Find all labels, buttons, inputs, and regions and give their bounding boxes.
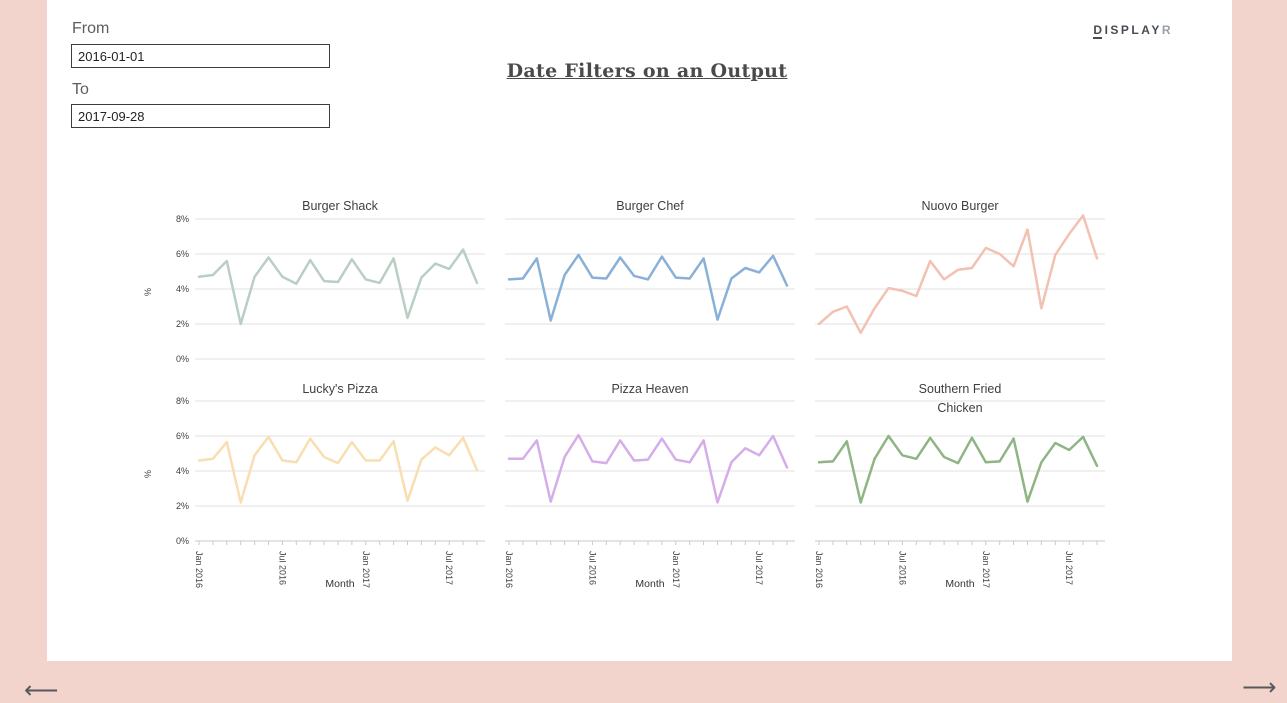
chart-title: Southern Fried Chicken — [815, 380, 1105, 418]
line-chart-plot: Jan 2016 Jul 2016 Jan 2017 Jul 2017 Month — [194, 400, 485, 590]
y-axis-tick-label: 6% — [175, 249, 189, 259]
x-axis-tick-label: Jan 2017 — [361, 551, 371, 588]
y-axis-tick-label: 6% — [175, 431, 189, 441]
y-axis-tick-label: 2% — [175, 501, 189, 511]
next-page-arrow[interactable]: ⟶ — [1242, 674, 1277, 701]
y-axis-tick-label: 4% — [175, 466, 189, 476]
displayr-logo: DISPLAYR — [1093, 23, 1173, 37]
chart-title-text: Lucky's Pizza — [302, 382, 378, 396]
line-chart-plot — [815, 214, 1105, 360]
chart-title: Burger Chef — [505, 197, 795, 216]
chart-title-text: Pizza Heaven — [611, 382, 689, 396]
x-axis-title: Month — [945, 578, 974, 590]
y-axis-tick-label: 8% — [175, 214, 189, 224]
line-chart-plot: Jan 2016 Jul 2016 Jan 2017 Jul 2017 Month — [814, 400, 1105, 590]
chart-title-text: Nuovo Burger — [921, 199, 999, 213]
chart-title: Burger Shack — [195, 197, 485, 216]
y-axis-tick-label: 2% — [175, 319, 189, 329]
to-date-input[interactable] — [71, 104, 330, 128]
logo-rest: ISPLAY — [1104, 23, 1162, 37]
chart-pizza-heaven[interactable]: Pizza Heaven Jan 2016 Jul 2016 Jan 2017 Jul … — [504, 380, 795, 607]
x-axis-tick-label: Jul 2016 — [587, 551, 597, 585]
page-title: Date Filters on an Output — [506, 60, 788, 82]
to-label: To — [72, 81, 89, 98]
chart-burger-shack[interactable]: Burger Shack — [195, 197, 485, 371]
chart-luckys-pizza[interactable]: Lucky's Pizza Jan 2016 Jul 2016 Jan 2017 Jul… — [194, 380, 485, 607]
x-axis-tick-label: Jan 2016 — [194, 551, 204, 588]
chart-title: Pizza Heaven — [505, 380, 795, 399]
chart-southern-fried-chicken[interactable]: Southern Fried Chicken Jan 2016 Jul 2016 Ja… — [814, 380, 1105, 607]
x-axis-tick-label: Jan 2016 — [504, 551, 514, 588]
y-axis-title: % — [143, 287, 153, 296]
x-axis-tick-label: Jul 2016 — [897, 551, 907, 585]
from-date-input[interactable] — [71, 44, 330, 68]
y-axis-tick-label: 4% — [175, 284, 189, 294]
chart-title-text: Burger Chef — [616, 199, 684, 213]
from-label: From — [72, 20, 110, 37]
x-axis-title: Month — [635, 578, 664, 590]
chart-title: Lucky's Pizza — [195, 380, 485, 399]
logo-letter-d: D — [1093, 23, 1105, 37]
chart-title-text: Burger Shack — [302, 199, 378, 213]
y-axis-tick-label: 8% — [175, 396, 189, 406]
x-axis-tick-label: Jul 2016 — [277, 551, 287, 585]
x-axis-title: Month — [325, 578, 354, 590]
line-chart-plot — [195, 218, 485, 360]
y-axis-title: % — [143, 469, 153, 478]
report-canvas: From To Date Filters on an Output DISPLA… — [47, 0, 1232, 661]
line-chart-plot: Jan 2016 Jul 2016 Jan 2017 Jul 2017 Month — [504, 400, 795, 590]
x-axis-tick-label: Jul 2017 — [1064, 551, 1074, 585]
y-axis-tick-label: 0% — [175, 536, 189, 546]
x-axis-tick-label: Jan 2017 — [981, 551, 991, 588]
y-axis-tick-label: 0% — [175, 354, 189, 364]
logo-r: R — [1161, 23, 1173, 37]
x-axis-tick-label: Jan 2017 — [671, 551, 681, 588]
x-axis-tick-label: Jul 2017 — [754, 551, 764, 585]
chart-title-text: Southern Fried Chicken — [918, 382, 1002, 415]
previous-page-arrow[interactable]: ⟵ — [24, 677, 59, 703]
chart-burger-chef[interactable]: Burger Chef — [505, 197, 795, 371]
x-axis-tick-label: Jan 2016 — [814, 551, 824, 588]
chart-title: Nuovo Burger — [815, 197, 1105, 216]
x-axis-tick-label: Jul 2017 — [444, 551, 454, 585]
line-chart-plot — [505, 218, 795, 360]
chart-nuovo-burger[interactable]: Nuovo Burger — [815, 197, 1105, 371]
